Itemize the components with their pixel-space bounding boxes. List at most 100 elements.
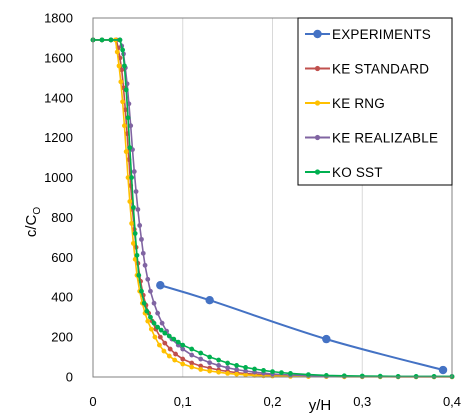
data-point-ko-sst (198, 350, 204, 356)
y-axis-label-sub: O (32, 207, 43, 215)
data-point-ko-sst (359, 373, 365, 379)
data-point-ke-realizable (207, 360, 213, 366)
data-point-ke-realizable (148, 288, 153, 294)
data-point-ko-sst (125, 115, 131, 121)
legend-label: KO SST (332, 165, 383, 180)
y-tick-label: 600 (51, 250, 73, 265)
legend-marker (313, 29, 322, 39)
legend: EXPERIMENTS KE STANDARD KE RNG KE REALIZABL… (297, 17, 453, 186)
series-line-experiments (160, 284, 444, 371)
x-tick-label: 0,2 (263, 394, 281, 409)
data-point-ko-sst (139, 288, 144, 294)
data-point-ke-rng (198, 367, 204, 372)
data-point-ko-sst (130, 205, 136, 210)
data-point-ke-rng (120, 99, 126, 105)
data-point-ke-rng (122, 123, 127, 129)
data-point-experiments (156, 281, 165, 290)
data-point-ke-realizable (198, 356, 204, 362)
data-point-ke-realizable (135, 207, 141, 212)
data-point-ke-realizable (189, 352, 195, 358)
data-point-ko-sst (123, 87, 129, 93)
legend-label: EXPERIMENTS (332, 27, 431, 42)
data-point-ko-sst (225, 360, 231, 366)
legend-marker (314, 134, 321, 141)
data-point-ko-sst (431, 374, 437, 379)
legend-item-ke-realizable: KE REALIZABLE (305, 131, 438, 146)
data-point-ko-sst (144, 308, 150, 314)
data-point-ke-rng (118, 79, 124, 85)
y-tick-label: 0 (66, 370, 73, 385)
y-tick-label: 1400 (44, 90, 73, 105)
legend-item-ko-sst: KO SST (305, 165, 383, 180)
y-axis-label-main: c/C (23, 214, 40, 237)
data-point-ko-sst (120, 47, 126, 53)
y-tick-label: 800 (51, 210, 73, 225)
data-point-ko-sst (108, 37, 114, 43)
data-point-ko-sst (122, 63, 127, 69)
data-point-ke-rng (207, 368, 213, 374)
legend-marker (314, 100, 321, 106)
data-point-ke-standard (119, 67, 125, 73)
data-point-ko-sst (129, 175, 134, 180)
data-point-ke-rng (172, 357, 178, 363)
plot-frame (92, 17, 453, 378)
data-point-ke-realizable (159, 320, 165, 326)
data-point-ko-sst (189, 346, 195, 352)
data-point-ko-sst (377, 373, 383, 379)
data-point-ke-realizable (216, 363, 222, 368)
data-point-ke-realizable (243, 368, 248, 374)
data-point-ko-sst (99, 37, 105, 43)
data-point-ke-rng (127, 199, 133, 204)
legend-marker (314, 65, 321, 72)
data-point-ko-sst (270, 369, 275, 375)
data-point-ke-realizable (142, 262, 148, 268)
data-point-ke-standard (122, 107, 128, 113)
data-point-ko-sst (395, 374, 401, 379)
data-point-ke-rng (189, 364, 195, 370)
data-point-ke-standard (157, 334, 163, 340)
data-point-ke-rng (234, 371, 240, 377)
data-point-ko-sst (288, 371, 293, 376)
data-point-ke-realizable (140, 250, 146, 256)
x-axis-label: y/H (309, 397, 332, 414)
data-point-ko-sst (175, 339, 181, 345)
data-point-experiments (205, 296, 214, 305)
legend-item-experiments: EXPERIMENTS (305, 27, 431, 42)
data-point-ke-standard (189, 360, 195, 366)
data-point-ko-sst (132, 231, 138, 236)
x-axis-ticks: 0 0,1 0,2 0,3 0,4 (89, 394, 461, 409)
data-point-ko-sst (261, 368, 266, 373)
series-layer (90, 37, 455, 380)
data-point-ke-rng (130, 240, 136, 246)
data-point-ko-sst (148, 314, 153, 320)
data-point-ke-rng (243, 372, 248, 378)
data-point-ke-rng (123, 149, 129, 155)
data-point-ko-sst (216, 357, 222, 363)
data-point-ke-realizable (128, 123, 134, 129)
x-tick-label: 0 (89, 394, 96, 409)
data-point-ko-sst (141, 300, 147, 306)
y-tick-label: 200 (51, 330, 73, 345)
data-point-ke-rng (125, 175, 131, 180)
data-point-ke-rng (180, 361, 186, 367)
data-point-ko-sst (279, 370, 284, 376)
data-point-ko-sst (207, 354, 213, 360)
data-point-ko-sst (136, 272, 142, 278)
legend-item-ke-standard: KE STANDARD (305, 62, 429, 77)
data-point-ke-rng (225, 371, 231, 376)
y-tick-label: 1000 (44, 170, 73, 185)
data-point-ko-sst (413, 374, 419, 379)
y-axis-ticks: 0 200 400 600 800 1000 1200 1400 1600 1800 (44, 11, 73, 385)
data-point-ke-rng (145, 318, 151, 324)
legend-label: KE STANDARD (332, 62, 429, 77)
data-point-ke-rng (116, 63, 122, 69)
data-point-ke-realizable (225, 365, 231, 371)
legend-box (297, 17, 453, 186)
data-point-ko-sst (171, 336, 177, 342)
x-tick-label: 0,4 (443, 394, 461, 409)
data-point-ke-standard (167, 346, 173, 352)
y-tick-label: 1800 (44, 11, 73, 26)
y-axis-label: c/CO (23, 207, 43, 238)
data-point-ke-realizable (151, 300, 157, 306)
